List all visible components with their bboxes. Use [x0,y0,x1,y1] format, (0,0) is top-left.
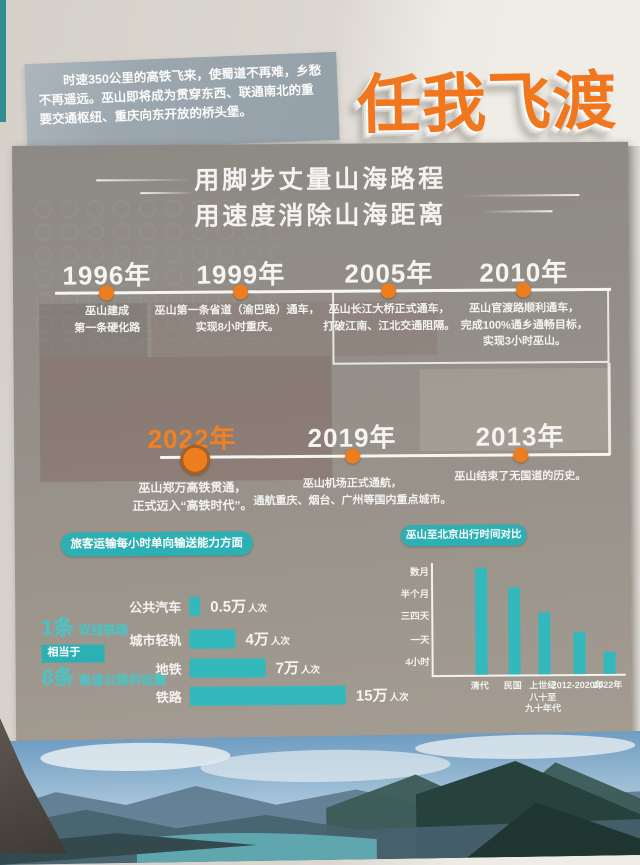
timeline-dot [513,447,529,463]
capacity-bar [189,596,201,616]
y-tick: 数月 [409,567,430,579]
capacity-value: 15万 [355,686,388,705]
time-bar-2022 [603,651,616,674]
capacity-unit: 人次 [300,664,321,676]
panel-title: 用脚步丈量山海路程 用速度消除山海距离 [12,160,628,237]
capacity-unit: 人次 [248,602,268,614]
exhibit-main-title: 任我飞渡 [356,64,618,142]
time-compare-chart: 数月 半个月 三四天 一天 4小时 清代 民国 上世纪 八十至 九十年代 201… [399,561,640,714]
capacity-label: 城市轻轨 [129,632,182,648]
wall-teal-edge [0,0,6,122]
panel-title-line1: 用脚步丈量山海路程 [194,164,447,195]
note-equals: 相当于 [41,644,105,663]
intro-text: 时速350公里的高铁飞来，使蜀道不再难，乡愁不再遥远。巫山即将成为贯穿东西、联通… [38,63,322,127]
capacity-value: 4万 [245,630,269,648]
y-tick: 4小时 [405,657,430,669]
time-bar-minguo [508,587,521,675]
y-tick: 半个月 [400,589,430,601]
capacity-bar [189,685,346,706]
timeline-dot [345,448,361,464]
intro-text-box: 时速350公里的高铁飞来，使蜀道不再难，乡愁不再遥远。巫山即将成为贯穿东西、联通… [24,51,340,153]
note-big-2: 8条 [41,666,75,690]
timeline-dot-2022-highlight [180,444,211,475]
capacity-value: 0.5万 [210,597,247,616]
info-panel: 用脚步丈量山海路程 用速度消除山海距离 1996年 1999年 2005年 20… [12,141,633,742]
capacity-row-railway: 铁路 15万 人次 [104,683,409,707]
time-bar-80s90s [538,612,551,675]
capacity-bar [189,657,266,678]
capacity-label: 铁路 [155,689,182,705]
capacity-row-lightrail: 城市轻轨 4万 人次 [103,627,290,650]
capacity-label: 公共汽车 [129,599,182,615]
time-compare-badge: 巫山至北京出行时间对比 [400,524,527,547]
note-big-1: 1条 [41,616,75,640]
panel-title-line2: 用速度消除山海距离 [194,201,447,231]
capacity-value: 7万 [275,659,300,677]
timeline-desc-2013: 巫山结束了无国道的历史。 [454,469,587,483]
chart-plot-area [430,561,626,678]
x-tick: 2022年 [593,679,623,690]
capacity-row-metro: 地铁 7万 人次 [104,656,321,680]
capacity-note: 1条 双线铁路 相当于 8条 高速公路的运量 [41,615,166,692]
mountain-river-illustration [0,730,640,865]
timeline-dot [98,285,115,301]
timeline-desc-2010: 巫山官渡路顺利通车， 完成100%通乡通畅目标， 实现3小时巫山。 [460,302,588,348]
timeline-dot [380,283,397,299]
time-bar-2012-2020 [573,632,586,675]
capacity-bar [189,628,236,649]
capacity-row-bus: 公共汽车 0.5万 人次 [103,594,267,617]
capacity-unit: 人次 [270,635,290,647]
timeline-connector [607,362,612,455]
timeline-dot [515,282,532,298]
capacity-label: 地铁 [155,661,182,677]
landscape-photo [0,730,640,865]
y-tick: 一天 [410,635,430,647]
capacity-badge: 旅客运输每小时单向输送能力方面 [60,531,253,557]
y-tick: 三四天 [400,611,430,623]
timeline-dot [232,284,249,300]
time-bar-qing [474,567,488,675]
